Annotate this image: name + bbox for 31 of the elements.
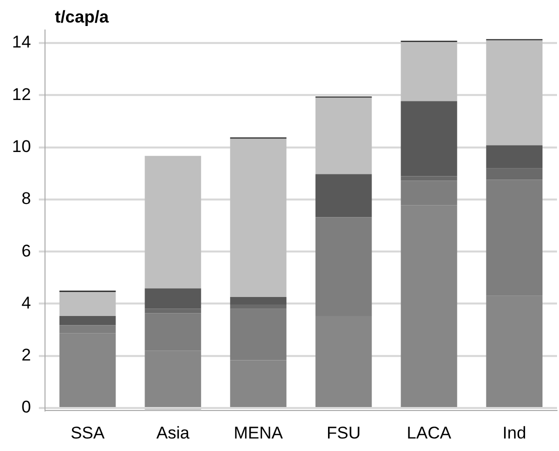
x-tick-label: Asia bbox=[156, 423, 190, 442]
bar bbox=[59, 292, 116, 316]
bar bbox=[315, 98, 372, 174]
bar bbox=[486, 145, 542, 168]
bar bbox=[230, 304, 286, 309]
bar bbox=[59, 316, 116, 326]
y-tick-label: 10 bbox=[12, 136, 31, 156]
bar bbox=[144, 156, 202, 288]
y-tick-label: 0 bbox=[21, 398, 31, 417]
bar bbox=[144, 308, 202, 314]
x-tick-label: LACA bbox=[406, 423, 452, 442]
y-tick-label: 2 bbox=[21, 346, 31, 365]
y-axis-title: t/cap/a bbox=[54, 8, 110, 27]
x-tick-label: SSA bbox=[70, 423, 106, 442]
bar bbox=[315, 174, 372, 218]
y-tick-label: 14 bbox=[12, 32, 31, 52]
bar bbox=[486, 168, 542, 180]
x-tick-label: MENA bbox=[234, 423, 284, 442]
bar bbox=[230, 296, 286, 304]
bar bbox=[400, 101, 458, 176]
bar bbox=[144, 288, 202, 309]
bar bbox=[486, 40, 542, 146]
y-tick-label: 8 bbox=[21, 189, 31, 208]
y-tick-label: 6 bbox=[21, 241, 31, 260]
bar bbox=[400, 176, 458, 181]
bar bbox=[230, 138, 286, 297]
y-tick-label: 12 bbox=[12, 84, 31, 104]
y-tick-label: 4 bbox=[21, 293, 31, 312]
x-tick-label: Ind bbox=[502, 423, 526, 442]
bar bbox=[400, 42, 458, 102]
x-tick-label: FSU bbox=[326, 423, 361, 442]
